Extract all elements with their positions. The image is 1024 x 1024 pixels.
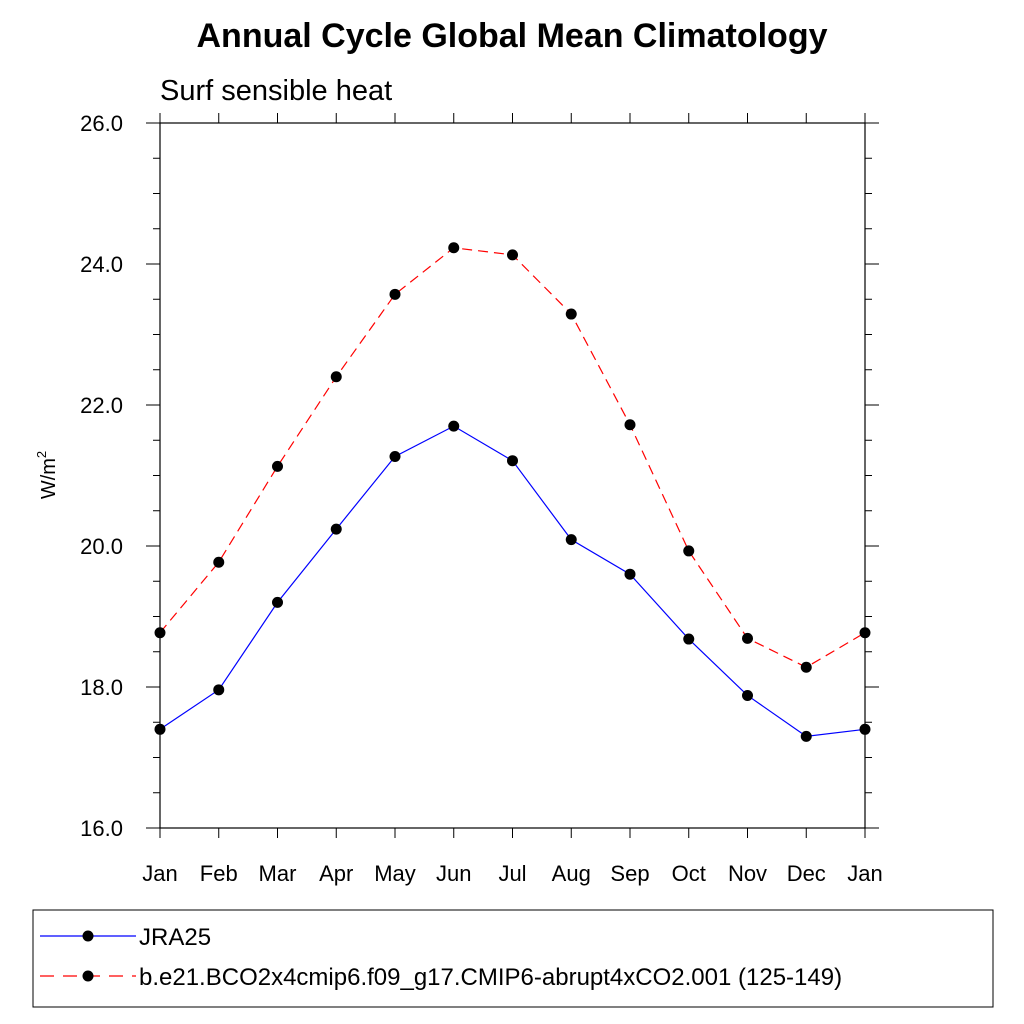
legend-marker-0 bbox=[82, 930, 94, 942]
x-tick-label: Jan bbox=[142, 861, 177, 886]
series-1-point bbox=[859, 627, 871, 639]
x-tick-label: Jul bbox=[498, 861, 526, 886]
series-0-point bbox=[389, 450, 401, 462]
y-axis-label: W/m2 bbox=[34, 451, 60, 499]
series-1-point bbox=[624, 419, 636, 431]
legend-label-0: JRA25 bbox=[139, 924, 211, 951]
x-tick-label: Aug bbox=[552, 861, 591, 886]
series-1-point bbox=[213, 556, 225, 568]
series-1-point bbox=[800, 661, 812, 673]
x-tick-label: Oct bbox=[672, 861, 706, 886]
x-tick-label: Nov bbox=[728, 861, 767, 886]
x-tick-label: Jun bbox=[436, 861, 471, 886]
series-1-point bbox=[507, 249, 518, 261]
series-0-point bbox=[507, 455, 518, 467]
series-0-point bbox=[800, 730, 812, 742]
x-tick-label: Dec bbox=[787, 861, 826, 886]
legend-marker-1 bbox=[82, 970, 94, 982]
y-tick-label: 26.0 bbox=[80, 111, 123, 136]
series-0-point bbox=[624, 568, 636, 580]
series-0-point bbox=[683, 633, 695, 645]
y-tick-label: 24.0 bbox=[80, 252, 123, 277]
legend-label-1: b.e21.BCO2x4cmip6.f09_g17.CMIP6-abrupt4x… bbox=[139, 964, 842, 991]
series-1-point bbox=[742, 632, 753, 644]
series-0-point bbox=[448, 420, 460, 432]
x-tick-label: May bbox=[374, 861, 416, 886]
y-tick-label: 22.0 bbox=[80, 393, 123, 418]
series-0-point bbox=[742, 689, 753, 701]
plot-frame bbox=[159, 122, 866, 829]
x-tick-label: Apr bbox=[319, 861, 353, 886]
series-1-point bbox=[683, 545, 695, 557]
legend: JRA25 b.e21.BCO2x4cmip6.f09_g17.CMIP6-abr… bbox=[40, 924, 842, 991]
x-tick-label: Sep bbox=[610, 861, 649, 886]
series-0-point bbox=[565, 534, 577, 546]
y-axis-label-superscript: 2 bbox=[34, 451, 49, 458]
series-0-point bbox=[272, 596, 283, 608]
series-1-point bbox=[330, 371, 342, 383]
legend-box bbox=[32, 909, 994, 1008]
series-1-point bbox=[272, 460, 283, 472]
series-0-point bbox=[213, 684, 225, 696]
series-1-point bbox=[565, 308, 577, 320]
y-tick-label: 16.0 bbox=[80, 816, 123, 841]
series-1-point bbox=[389, 288, 401, 300]
x-tick-label: Jan bbox=[847, 861, 882, 886]
series-1-point bbox=[448, 242, 460, 254]
series-0-point bbox=[330, 523, 342, 535]
series-0-point bbox=[859, 723, 871, 735]
chart-subtitle: Surf sensible heat bbox=[160, 75, 392, 107]
x-tick-label: Mar bbox=[259, 861, 297, 886]
axes: Jan Feb Mar Apr May Jun Jul Aug Sep Oct Nov Dec Jan 1… bbox=[80, 111, 883, 886]
y-tick-label: 20.0 bbox=[80, 534, 123, 559]
series-line-0 bbox=[159, 425, 866, 737]
chart-title: Annual Cycle Global Mean Climatology bbox=[197, 17, 828, 55]
series-layer bbox=[154, 242, 871, 742]
y-axis-label-unit: W/m bbox=[38, 458, 60, 499]
y-tick-label: 18.0 bbox=[80, 675, 123, 700]
series-0-point bbox=[154, 723, 166, 735]
series-1-point bbox=[154, 627, 166, 639]
x-tick-label: Feb bbox=[200, 861, 238, 886]
